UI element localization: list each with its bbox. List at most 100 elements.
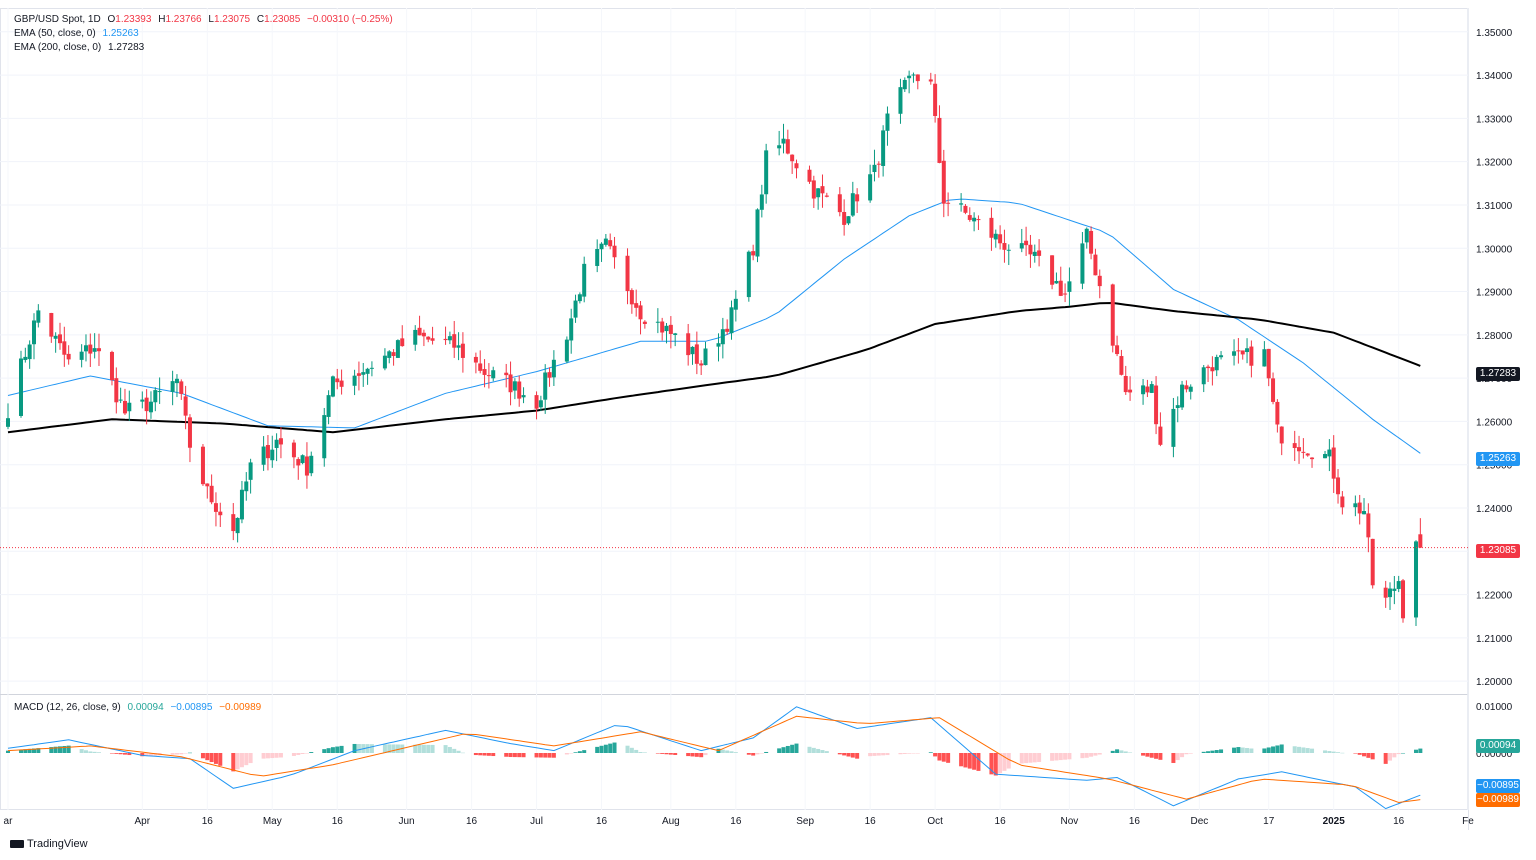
candle-up (1054, 280, 1059, 284)
candle-down (1093, 254, 1098, 276)
candle-up (898, 87, 903, 114)
candle-down (1089, 230, 1094, 254)
candle-up (361, 372, 366, 375)
candle-down (1050, 255, 1055, 285)
candle-down (1024, 240, 1029, 246)
macd-hist-bar (634, 749, 639, 753)
candle-down (1128, 389, 1133, 393)
candle-up (872, 164, 877, 173)
macd-hist-bar (118, 753, 123, 755)
candle-down (642, 321, 647, 324)
candle-up (18, 358, 23, 416)
macd-hist-bar (218, 753, 223, 766)
macd-hist-bar (1002, 753, 1007, 771)
macd-label: MACD (12, 26, close, 9) (14, 702, 121, 713)
time-tick-label: Dec (1190, 816, 1208, 827)
candle-down (1210, 367, 1215, 372)
macd-hist-bar (816, 748, 821, 753)
candle-up (993, 233, 998, 240)
macd-hist-bar (148, 753, 153, 756)
macd-hist-bar (790, 744, 795, 753)
macd-hist-bar (413, 744, 418, 753)
candle-down (278, 438, 283, 445)
macd-hist-bar (1305, 748, 1310, 753)
macd-hist-bar (205, 753, 210, 761)
candle-down (218, 511, 223, 516)
candle-up (36, 310, 41, 323)
candle-up (1067, 281, 1072, 292)
macd-hist-bar (183, 753, 188, 754)
macd-histogram (6, 742, 1423, 776)
candle-up (907, 75, 912, 79)
candle-up (720, 329, 725, 345)
macd-hist-bar (57, 746, 62, 753)
macd-hist-bar (88, 751, 93, 753)
macd-hist-bar (1067, 753, 1072, 760)
candle-down (1340, 496, 1345, 508)
tradingview-logo[interactable]: TradingView (10, 838, 88, 850)
macd-hist-bar (144, 753, 149, 757)
candle-up (690, 346, 695, 355)
macd-hist-bar (122, 753, 127, 755)
candle-down (1418, 534, 1423, 548)
macd-hist-bar (1362, 753, 1367, 757)
candle-down (998, 234, 1003, 244)
time-tick-label: May (263, 816, 282, 827)
candle-up (395, 340, 400, 358)
candle-down (1271, 378, 1276, 402)
candle-down (1266, 348, 1271, 379)
candle-up (239, 489, 244, 520)
macd-hist-bar (49, 747, 54, 753)
macd-hist-bar (452, 748, 457, 753)
candle-down (187, 417, 192, 448)
candle-down (1336, 477, 1341, 495)
candle-up (322, 415, 327, 459)
candle-down (967, 215, 972, 220)
macd-hist-bar (794, 743, 799, 753)
candle-up (1080, 243, 1085, 284)
macd-hist-bar (725, 750, 730, 753)
macd-hist-bar (278, 753, 283, 758)
macd-hist-bar (1340, 752, 1345, 754)
candle-down (179, 381, 184, 394)
candle-down (1301, 451, 1306, 453)
macd-hist-bar (1180, 753, 1185, 758)
macd-hist-value: 0.00094 (127, 702, 164, 713)
macd-hist-bar (1357, 753, 1362, 755)
macd-hist-bar (1275, 745, 1280, 753)
macd-hist-bar (356, 744, 361, 753)
macd-hist-bar (430, 744, 435, 753)
low-label: L (208, 14, 214, 25)
macd-hist-bar (248, 753, 253, 764)
low-value: 1.23075 (213, 14, 251, 25)
change-value: −0.00310 (−0.25%) (307, 14, 393, 25)
candle-up (850, 193, 855, 216)
candle-down (824, 195, 829, 197)
time-tick-label: Nov (1061, 816, 1079, 827)
macd-hist-bar (911, 753, 916, 754)
time-tick-label: 16 (1129, 816, 1141, 827)
candle-up (326, 395, 331, 417)
macd-hist-bar (109, 753, 114, 754)
time-tick-label: 16 (1393, 816, 1405, 827)
candle-up (603, 238, 608, 245)
candle-up (1327, 449, 1332, 457)
macd-hist-bar (1119, 750, 1124, 753)
macd-hist-bar (153, 753, 158, 756)
ema50-line (7, 198, 1421, 454)
macd-hist-bar (907, 753, 912, 754)
candle-down (612, 245, 617, 258)
candle-up (1201, 367, 1206, 385)
macd-hist-bar (365, 744, 370, 753)
macd-hist-bar (612, 742, 617, 753)
macd-hist-bar (1141, 753, 1146, 756)
macd-hist-bar (664, 753, 669, 755)
candle-up (538, 400, 543, 408)
candle-up (764, 150, 769, 195)
candle-up (1353, 503, 1358, 508)
macd-hist-bar (547, 753, 552, 758)
candle-down (634, 303, 639, 308)
candle-up (582, 263, 587, 297)
macd-hist-bar (629, 747, 634, 753)
